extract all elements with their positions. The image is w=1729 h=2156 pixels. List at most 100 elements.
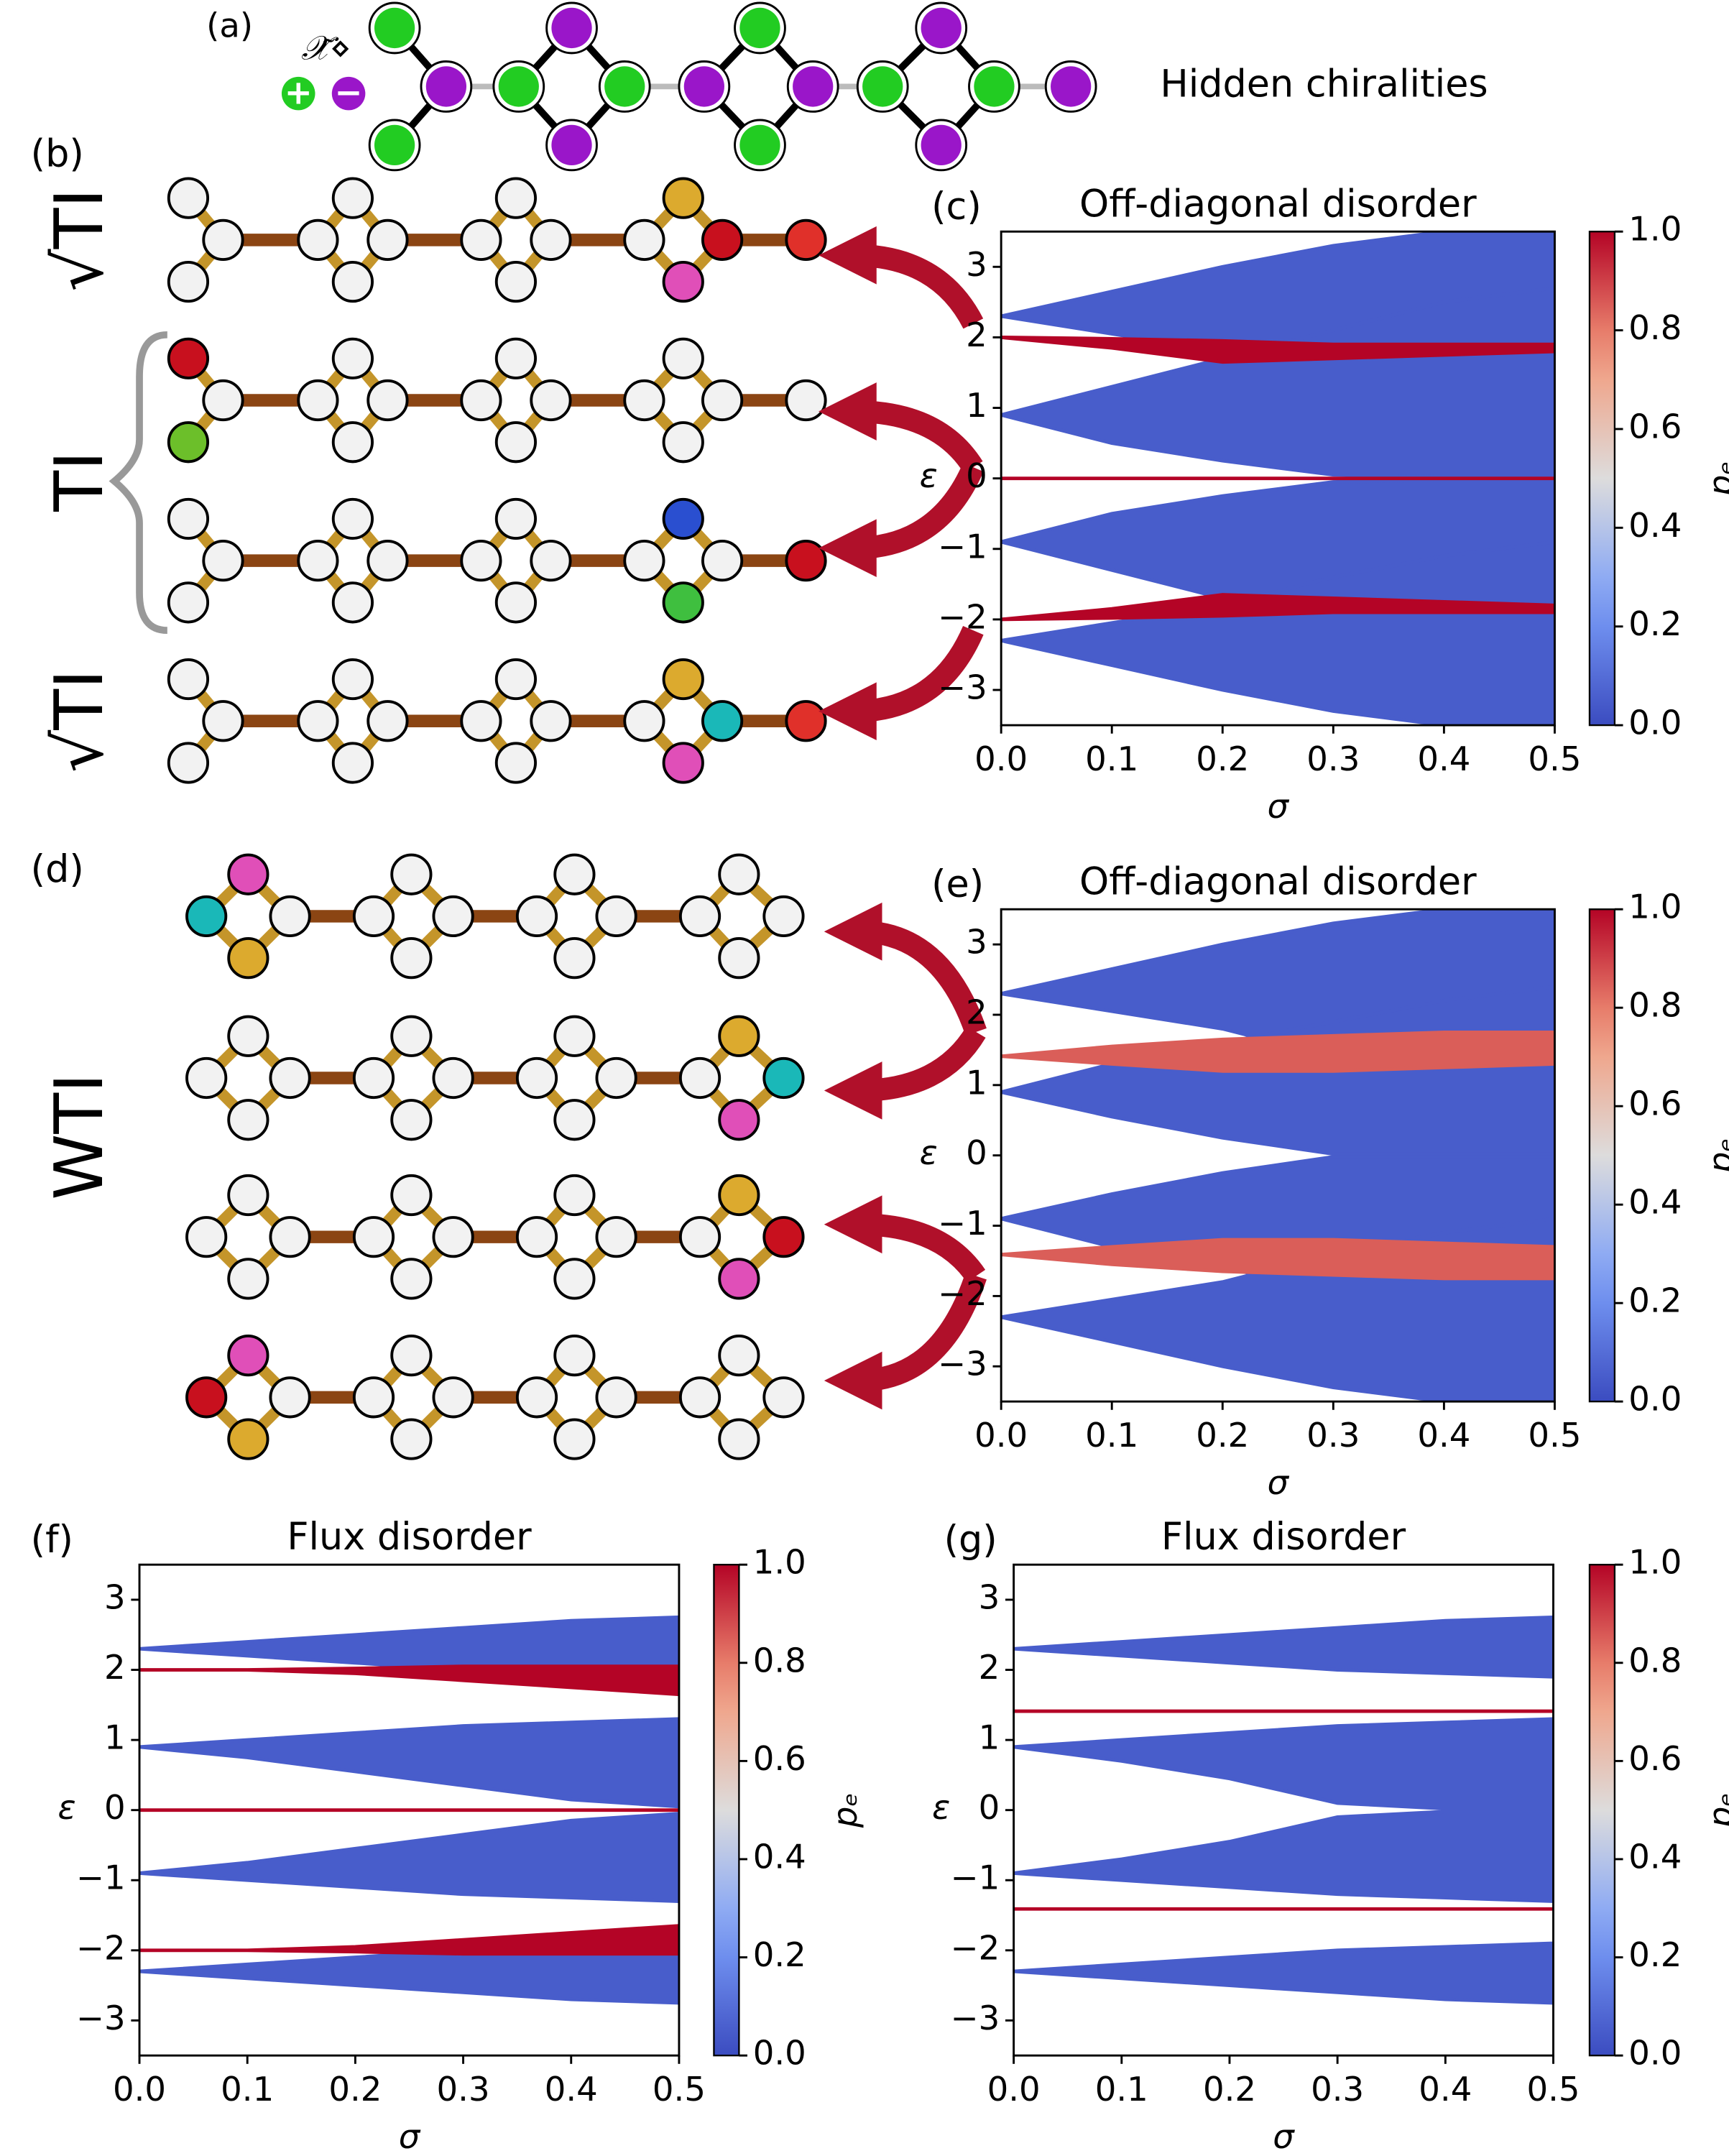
site (297, 540, 339, 582)
colorbar-tick-label: 0.8 (753, 1641, 806, 1680)
plot-area (1001, 231, 1555, 726)
site (678, 895, 721, 938)
plot-area (139, 1615, 679, 2005)
site (390, 1258, 433, 1300)
site (432, 1216, 474, 1258)
site (366, 218, 409, 261)
site (352, 1216, 395, 1258)
y-tick-label: 3 (966, 245, 987, 284)
chirality-symbol: 𝒳̃⋄ (301, 28, 351, 67)
site (701, 218, 744, 261)
band (1013, 1615, 1554, 1679)
arrow (819, 226, 984, 329)
x-tick-label: 0.1 (1095, 2070, 1148, 2109)
band (1001, 286, 1555, 479)
site (683, 66, 724, 107)
x-tick-label: 0.3 (1306, 740, 1360, 778)
site (515, 1216, 558, 1258)
site (718, 937, 760, 980)
site (553, 1418, 596, 1460)
site (352, 895, 395, 938)
panel-label: (a) (206, 6, 253, 45)
site (553, 1015, 596, 1057)
colorbar-label: pₑ (1702, 461, 1729, 497)
x-tick-label: 0.3 (1311, 2070, 1364, 2109)
site (167, 581, 210, 624)
site (785, 379, 827, 422)
band (1001, 335, 1555, 364)
y-tick-label: 0 (966, 456, 987, 495)
site (498, 66, 539, 107)
x-tick-label: 0.1 (221, 2070, 274, 2109)
site (167, 260, 210, 303)
colorbar-tick-label: 0.4 (1628, 506, 1682, 545)
site (460, 379, 502, 422)
y-tick-label: −1 (951, 1858, 1000, 1897)
site (352, 1056, 395, 1100)
site (595, 1056, 637, 1100)
plot-area (1001, 909, 1555, 1402)
plot-area (1013, 1615, 1554, 2005)
site (494, 658, 538, 701)
site (701, 540, 744, 582)
site (167, 337, 210, 379)
y-tick-label: −1 (938, 1204, 987, 1243)
site (269, 1056, 311, 1100)
site (331, 497, 374, 540)
panel-label: (f) (31, 1518, 73, 1562)
x-axis-label: σ (1268, 1463, 1290, 1502)
site (551, 7, 592, 49)
site (227, 1418, 269, 1460)
y-tick-label: 1 (979, 1718, 1000, 1757)
site (374, 7, 415, 49)
site (553, 1258, 596, 1300)
x-axis-label: σ (1273, 2117, 1295, 2156)
site (202, 379, 244, 422)
band (139, 1812, 679, 1903)
y-tick-label: −2 (938, 597, 987, 636)
x-tick-label: 0.3 (1306, 1416, 1360, 1455)
site (678, 1216, 721, 1258)
site (167, 658, 210, 701)
site (515, 895, 558, 938)
site (739, 7, 780, 49)
site (432, 1056, 474, 1100)
y-tick-label: 0 (979, 1788, 1000, 1827)
y-tick-label: −3 (951, 1999, 1000, 2037)
y-tick-label: 1 (104, 1718, 126, 1757)
y-tick-label: −3 (76, 1999, 126, 2037)
site (553, 1335, 596, 1377)
y-tick-label: 1 (966, 386, 987, 425)
site (331, 337, 374, 379)
band (1013, 1810, 1554, 1903)
colorbar-tick-label: 0.2 (1628, 1281, 1682, 1320)
site (662, 421, 704, 464)
site (762, 895, 805, 938)
site (352, 1376, 395, 1419)
site (553, 853, 596, 895)
site (366, 700, 409, 742)
y-tick-label: 2 (979, 1648, 1000, 1687)
site (530, 540, 572, 582)
colorbar-tick-label: 0.8 (1628, 986, 1682, 1025)
site (390, 1099, 433, 1141)
site (460, 540, 502, 582)
colorbar (1588, 231, 1616, 727)
site (530, 218, 572, 261)
site (202, 540, 244, 582)
site (432, 895, 474, 938)
site (604, 66, 645, 107)
x-tick-label: 0.0 (987, 2070, 1041, 2109)
site (390, 1015, 433, 1057)
site (494, 497, 538, 540)
site (785, 540, 827, 582)
site (460, 700, 502, 742)
x-tick-label: 0.4 (1419, 2070, 1472, 2109)
site (167, 742, 210, 784)
site (701, 700, 744, 742)
site (553, 937, 596, 980)
site (331, 742, 374, 784)
panel-label: (b) (31, 132, 84, 175)
site (662, 581, 704, 624)
